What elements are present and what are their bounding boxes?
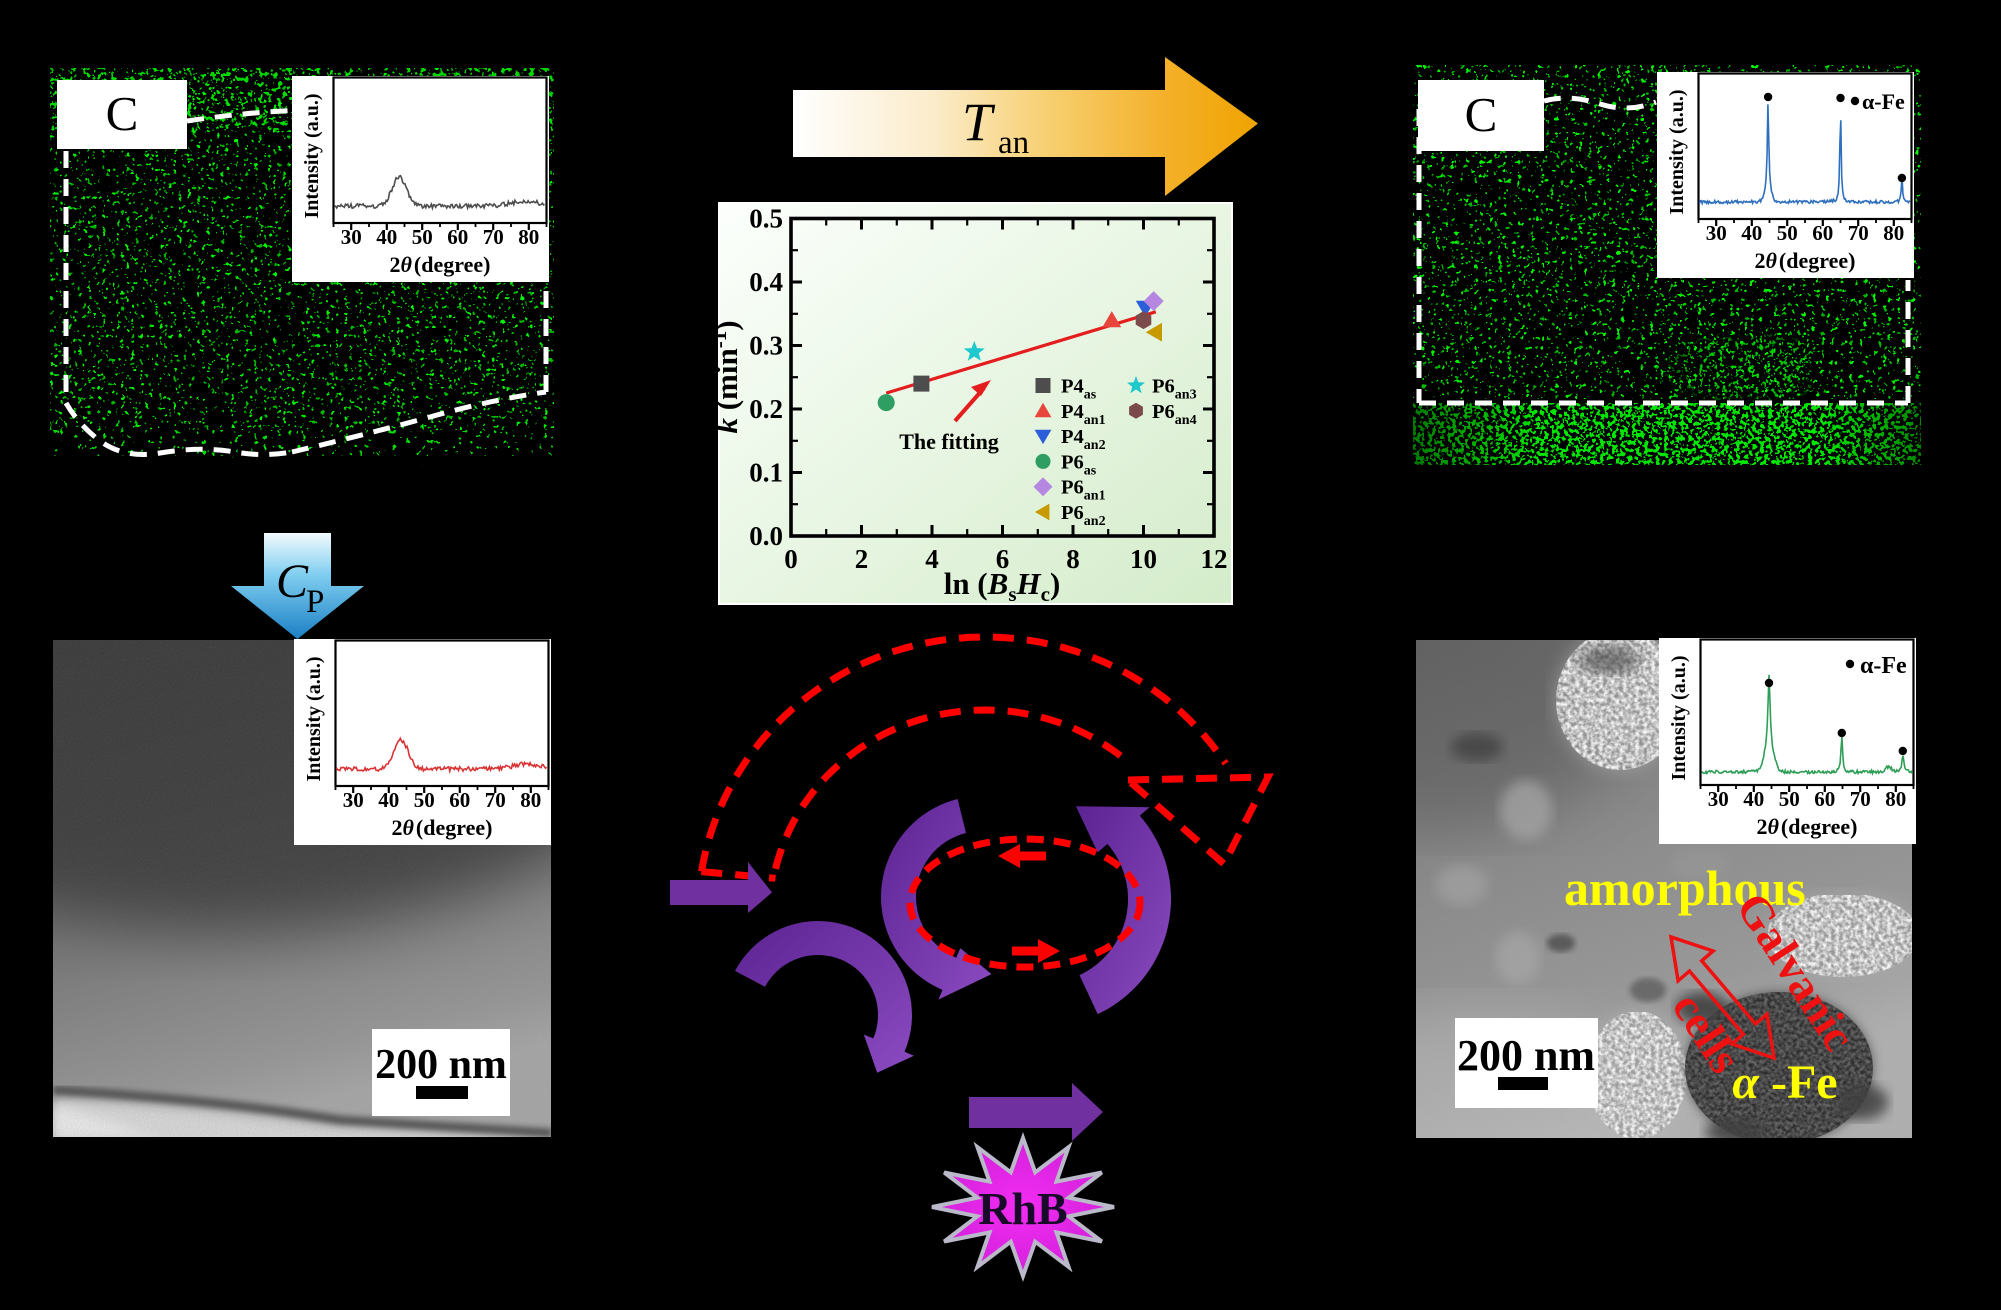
svg-text:60: 60: [449, 788, 470, 812]
svg-text:P: P: [306, 584, 324, 620]
svg-text:40: 40: [1741, 221, 1762, 245]
svg-text:50: 50: [412, 225, 433, 249]
svg-text:Intensity (a.u.): Intensity (a.u.): [1666, 89, 1688, 214]
svg-text:40: 40: [376, 225, 397, 249]
svg-text:0.5: 0.5: [749, 204, 783, 234]
svg-text:70: 70: [1848, 221, 1869, 245]
svg-text:50: 50: [1777, 221, 1798, 245]
svg-text:40: 40: [378, 788, 399, 812]
svg-text:2: 2: [855, 544, 869, 574]
svg-text:12: 12: [1201, 544, 1228, 574]
svg-text:30: 30: [1706, 221, 1727, 245]
svg-text:0.2: 0.2: [749, 394, 783, 424]
svg-text:C: C: [106, 86, 139, 141]
svg-text:70: 70: [485, 788, 506, 812]
svg-text:2θ(degree): 2θ(degree): [392, 815, 493, 840]
svg-text:T: T: [962, 92, 996, 152]
svg-text:70: 70: [483, 225, 504, 249]
svg-text:α -Fe: α -Fe: [1732, 1056, 1837, 1109]
svg-text:80: 80: [518, 225, 539, 249]
svg-text:0.4: 0.4: [749, 267, 783, 297]
svg-text:α-Fe: α-Fe: [1862, 89, 1905, 114]
svg-text:6: 6: [996, 544, 1010, 574]
svg-text:C: C: [276, 555, 309, 608]
svg-text:C: C: [1465, 87, 1498, 142]
svg-text:60: 60: [1814, 787, 1835, 811]
svg-text:4: 4: [925, 544, 939, 574]
svg-text:10: 10: [1130, 544, 1157, 574]
svg-text:Intensity (a.u.): Intensity (a.u.): [1668, 655, 1690, 780]
svg-text:an: an: [998, 125, 1029, 161]
svg-text:200 nm: 200 nm: [1457, 1031, 1595, 1080]
svg-text:Intensity (a.u.): Intensity (a.u.): [303, 656, 325, 781]
svg-text:0.0: 0.0: [749, 521, 783, 551]
svg-text:0: 0: [784, 544, 798, 574]
svg-text:30: 30: [341, 225, 362, 249]
svg-text:The fitting: The fitting: [899, 429, 999, 454]
svg-text:60: 60: [447, 225, 468, 249]
svg-text:2θ(degree): 2θ(degree): [1757, 814, 1858, 839]
svg-text:50: 50: [414, 788, 435, 812]
svg-text:2θ(degree): 2θ(degree): [390, 252, 491, 277]
svg-text:80: 80: [1885, 787, 1906, 811]
svg-text:amorphous: amorphous: [1564, 860, 1806, 916]
svg-text:80: 80: [520, 788, 541, 812]
svg-text:Intensity (a.u.): Intensity (a.u.): [301, 93, 323, 218]
svg-text:RhB: RhB: [978, 1183, 1067, 1234]
svg-text:40: 40: [1743, 787, 1764, 811]
svg-text:80: 80: [1883, 221, 1904, 245]
svg-text:8: 8: [1066, 544, 1080, 574]
svg-text:α-Fe: α-Fe: [1860, 653, 1907, 679]
svg-text:2θ(degree): 2θ(degree): [1755, 248, 1856, 273]
svg-text:30: 30: [1708, 787, 1729, 811]
svg-text:60: 60: [1812, 221, 1833, 245]
svg-text:200 nm: 200 nm: [375, 1042, 507, 1088]
svg-text:0.3: 0.3: [749, 331, 783, 361]
svg-text:30: 30: [343, 788, 364, 812]
svg-text:50: 50: [1779, 787, 1800, 811]
svg-text:0.1: 0.1: [749, 458, 783, 488]
svg-text:70: 70: [1850, 787, 1871, 811]
